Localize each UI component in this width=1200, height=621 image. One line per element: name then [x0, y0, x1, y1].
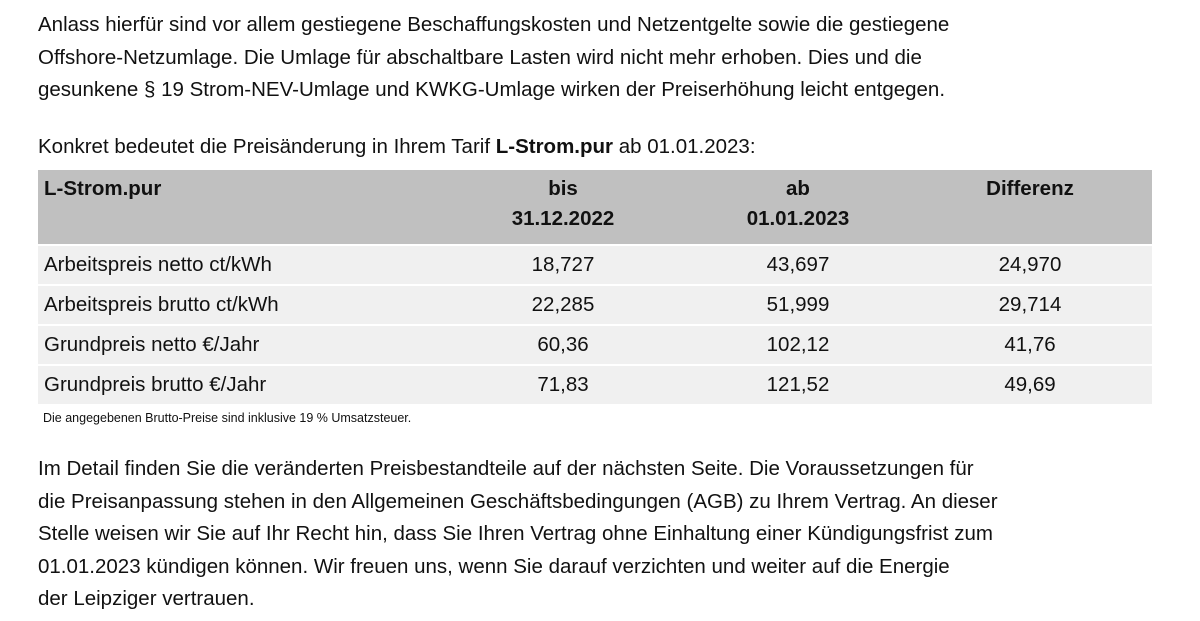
column-header: bis 31.12.2022: [438, 170, 688, 245]
column-header: Differenz: [908, 170, 1152, 245]
header-line: ab: [786, 177, 810, 200]
tariff-name: L-Strom.pur: [495, 135, 614, 158]
text-line: Offshore-Netzumlage. Die Umlage für absc…: [38, 45, 922, 69]
price-cell: 22,285: [438, 284, 688, 325]
intro-paragraph: Anlass hierfür sind vor allem gestiegene…: [38, 9, 949, 107]
table-row: Grundpreis brutto €/Jahr 71,83 121,52 49,69: [38, 364, 1152, 404]
price-cell: 29,714: [908, 284, 1152, 325]
price-cell: 18,727: [438, 244, 688, 285]
text-line: der Leipziger vertrauen.: [38, 587, 255, 610]
footnote: Die angegebenen Brutto-Preise sind inklu…: [43, 411, 412, 425]
text-line: die Preisanpassung stehen in den Allgeme…: [38, 489, 998, 513]
row-label: Arbeitspreis netto ct/kWh: [38, 244, 438, 285]
row-label: Arbeitspreis brutto ct/kWh: [38, 284, 438, 325]
price-cell: 49,69: [908, 364, 1152, 404]
price-cell: 102,12: [688, 324, 908, 365]
price-cell: 51,999: [688, 284, 908, 325]
price-table: L-Strom.pur bis 31.12.2022 ab 01.01.2023 Diff…: [38, 170, 1152, 404]
row-label: Grundpreis netto €/Jahr: [38, 324, 438, 365]
price-cell: 43,697: [688, 244, 908, 285]
row-label: Grundpreis brutto €/Jahr: [38, 364, 438, 404]
table-row: Grundpreis netto €/Jahr 60,36 102,12 41,76: [38, 324, 1152, 365]
price-cell: 121,52: [688, 364, 908, 404]
text-line: Im Detail finden Sie die veränderten Pre…: [38, 457, 974, 480]
header-row: L-Strom.pur bis 31.12.2022 ab 01.01.2023 Diff…: [38, 170, 1152, 245]
text-line: gesunkene § 19 Strom-NEV-Umlage und KWKG…: [38, 78, 946, 101]
header-line: Differenz: [986, 177, 1074, 200]
price-cell: 60,36: [438, 324, 688, 365]
price-cell: 41,76: [908, 324, 1152, 365]
column-header: L-Strom.pur: [38, 170, 438, 245]
price-cell: 24,970: [908, 244, 1152, 285]
text-line: Stelle weisen wir Sie auf Ihr Recht hin,…: [38, 522, 993, 545]
table-row: Arbeitspreis brutto ct/kWh 22,285 51,999 29…: [38, 284, 1152, 325]
header-line: L-Strom.pur: [44, 177, 162, 200]
price-cell: 71,83: [438, 364, 688, 404]
text-line: 01.01.2023 kündigen können. Wir freuen u…: [38, 554, 950, 578]
closing-paragraph: Im Detail finden Sie die veränderten Pre…: [38, 453, 998, 616]
column-header: ab 01.01.2023: [688, 170, 908, 245]
lead-text: Konkret bedeutet die Preisänderung in Ih…: [38, 135, 491, 158]
header-line: 31.12.2022: [511, 207, 615, 230]
lead-text: ab 01.01.2023:: [618, 135, 756, 158]
text-line: Anlass hierfür sind vor allem gestiegene…: [38, 13, 950, 36]
table-row: Arbeitspreis netto ct/kWh 18,727 43,697 24,…: [38, 244, 1152, 285]
header-line: 01.01.2023: [746, 207, 850, 230]
header-line: bis: [548, 177, 578, 200]
lead-sentence: Konkret bedeutet die Preisänderung in Ih…: [38, 131, 756, 163]
